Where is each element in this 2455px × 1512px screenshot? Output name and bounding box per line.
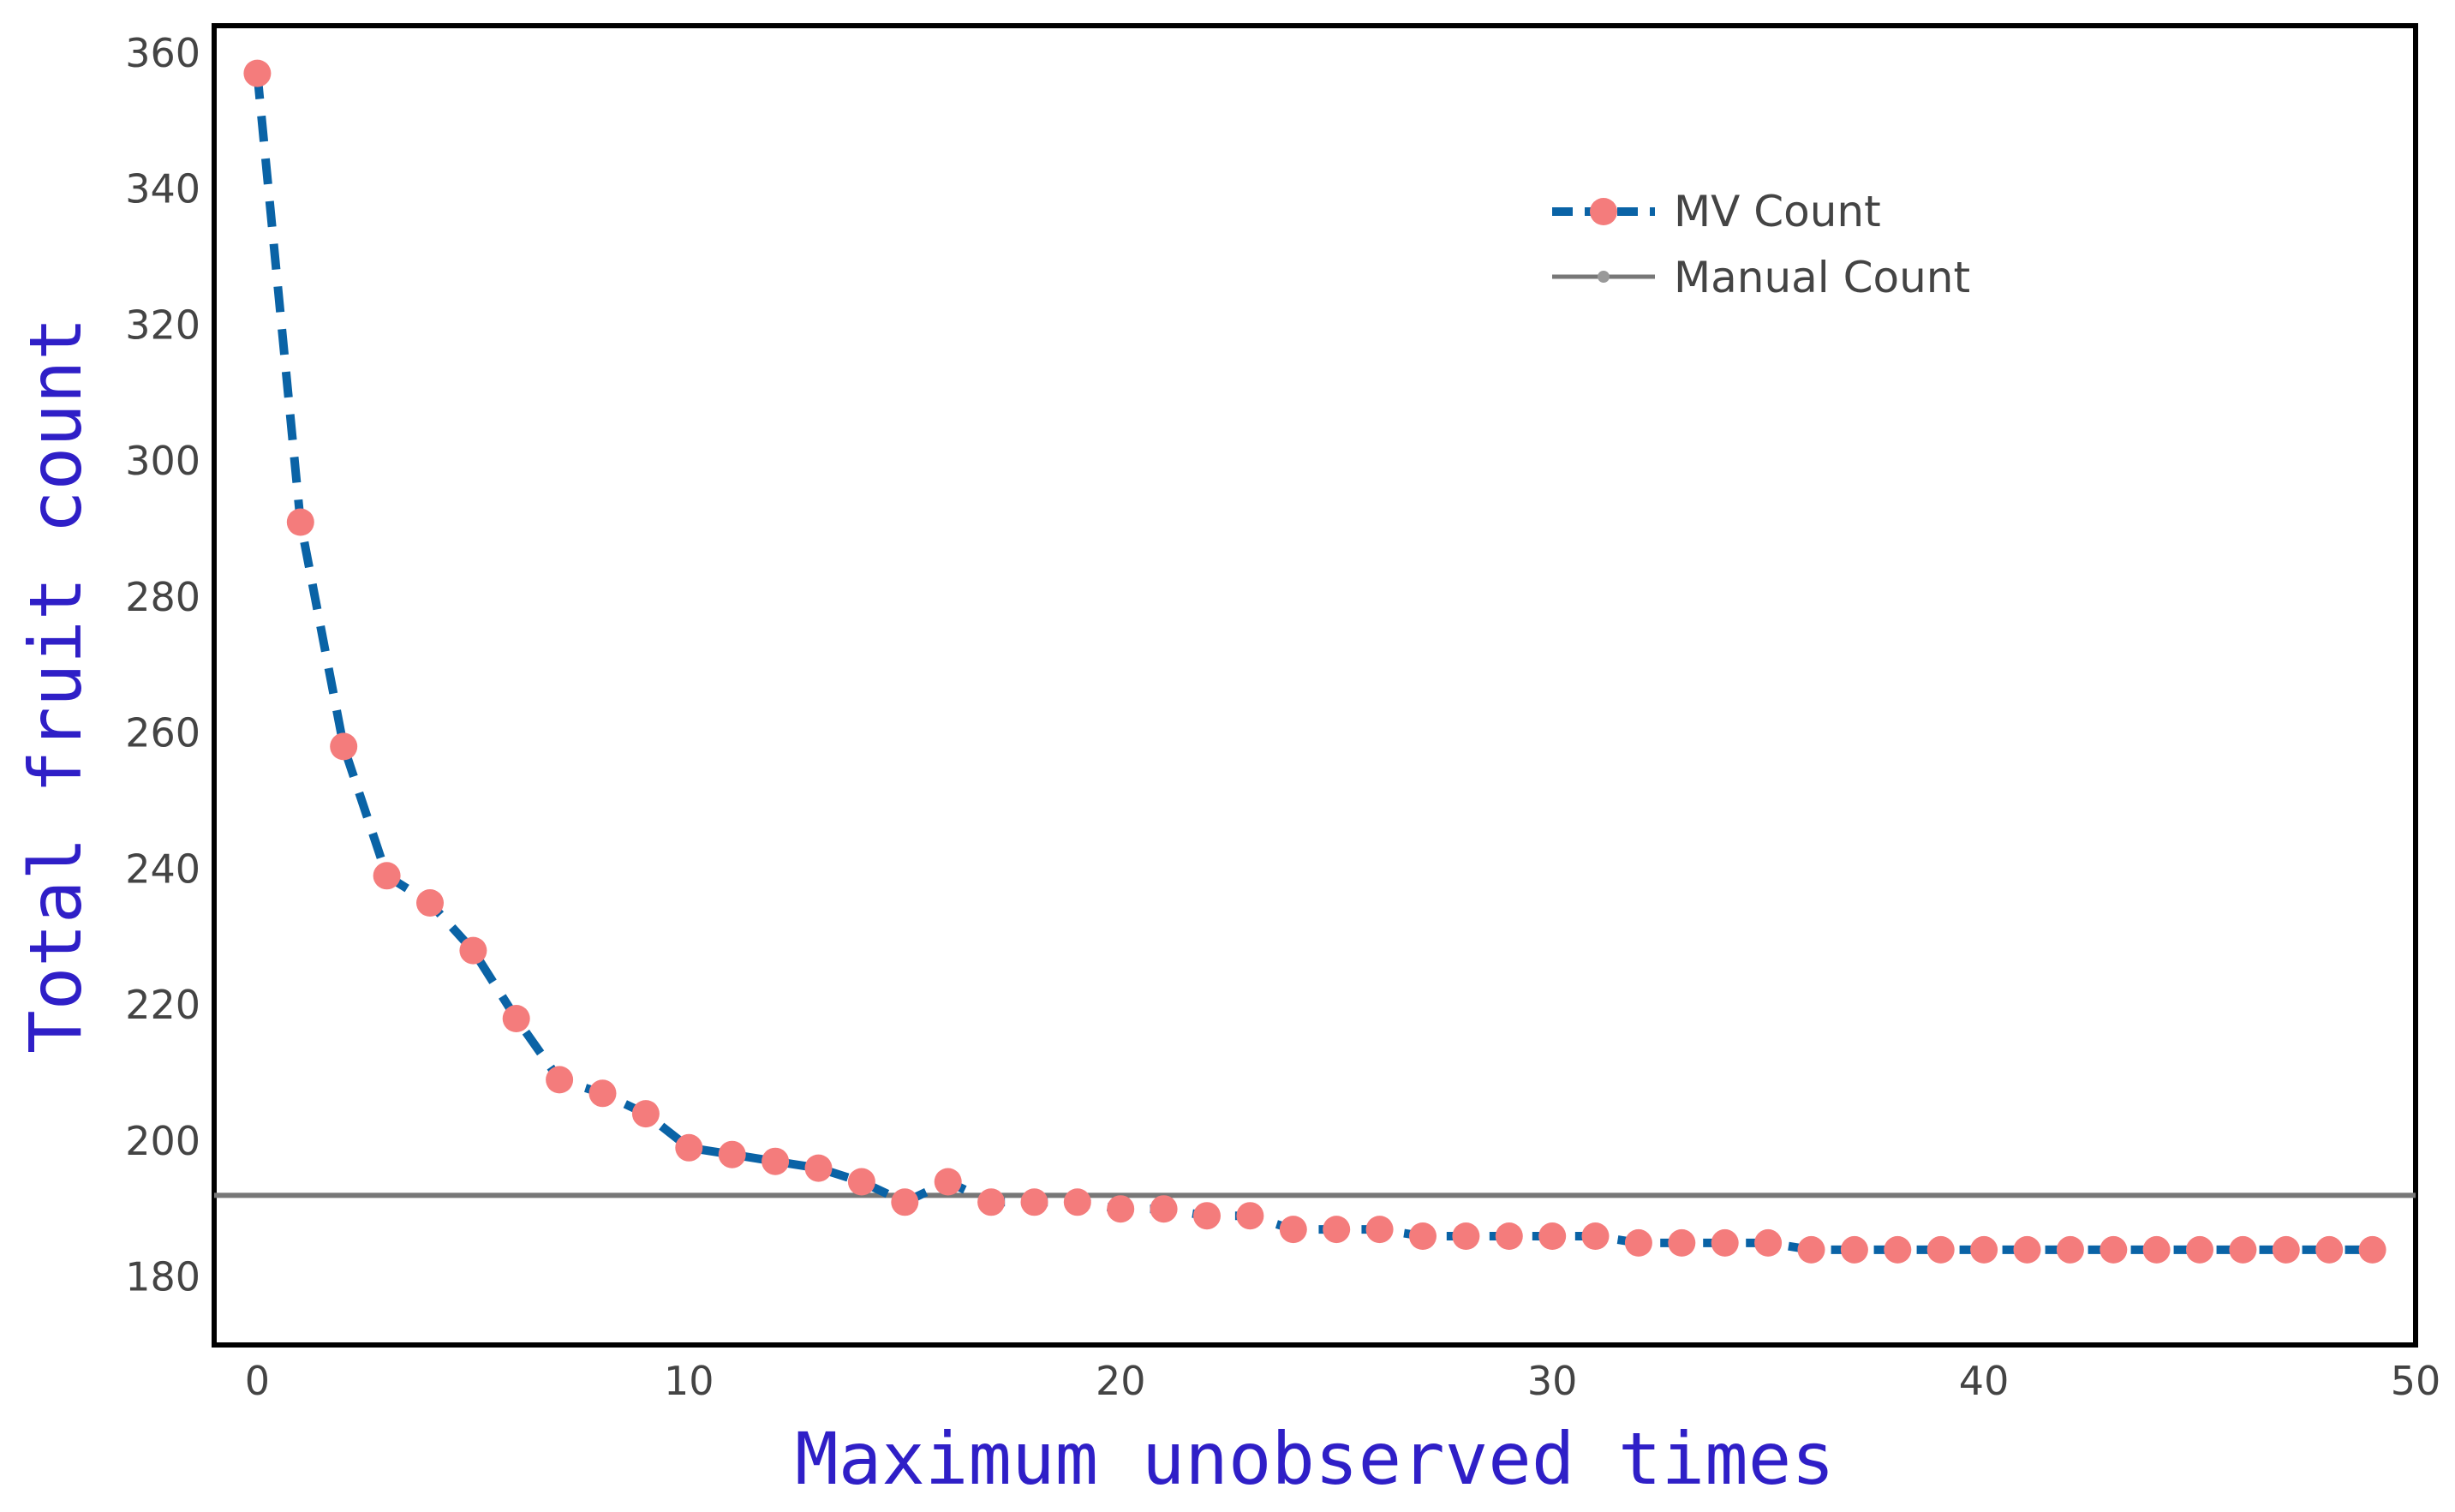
mv-count-point	[977, 1188, 1006, 1216]
mv-count-point	[286, 508, 314, 536]
y-tick-label: 300	[125, 438, 200, 484]
x-axis-title: Maximum unobserved times	[795, 1417, 1835, 1501]
y-tick-label: 280	[125, 574, 200, 620]
plot-frame	[212, 23, 2418, 1348]
x-tick-label: 50	[2391, 1358, 2441, 1404]
mv-count-point	[243, 59, 272, 87]
x-tick-label: 40	[1959, 1358, 2010, 1404]
mv-count-point	[1063, 1188, 1091, 1216]
mv-count-point	[718, 1140, 746, 1168]
mv-count-point	[1323, 1216, 1351, 1244]
legend-manual-label: Manual Count	[1674, 253, 1970, 302]
mv-count-point	[1926, 1235, 1955, 1264]
y-tick-label: 260	[125, 710, 200, 756]
mv-count-point	[2142, 1235, 2171, 1264]
mv-count-point	[1970, 1235, 1998, 1264]
x-tick-label: 10	[664, 1358, 714, 1404]
mv-count-point	[1581, 1222, 1610, 1250]
mv-count-point	[2229, 1235, 2257, 1264]
y-axis-ticks: 180 200 220 240 260 280 300 320 340 360	[125, 30, 200, 1300]
legend-manual-marker-icon	[1598, 271, 1610, 283]
mv-count-point	[1538, 1222, 1567, 1250]
mv-count-point	[1150, 1195, 1178, 1223]
mv-count-point	[416, 889, 444, 917]
mv-count-point	[1840, 1235, 1868, 1264]
mv-count-point	[1624, 1228, 1652, 1257]
mv-count-point	[1279, 1216, 1307, 1244]
mv-count-point	[2358, 1235, 2386, 1264]
mv-count-point	[804, 1154, 833, 1182]
y-tick-label: 240	[125, 846, 200, 892]
mv-count-point	[2100, 1235, 2128, 1264]
x-axis-ticks: 0 10 20 30 40 50	[245, 1358, 2441, 1404]
y-tick-label: 360	[125, 30, 200, 76]
x-tick-label: 30	[1527, 1358, 1578, 1404]
mv-count-point	[1797, 1235, 1825, 1264]
mv-count-point	[1452, 1222, 1480, 1250]
mv-count-point	[2013, 1235, 2041, 1264]
mv-count-point	[1495, 1222, 1523, 1250]
y-axis-title: Total fruit count	[14, 317, 98, 1054]
y-tick-label: 200	[125, 1118, 200, 1164]
mv-count-point	[373, 862, 401, 890]
mv-count-point	[2186, 1235, 2213, 1264]
mv-count-point	[1754, 1228, 1783, 1257]
mv-count-point	[1409, 1222, 1437, 1250]
mv-count-point	[1884, 1235, 1912, 1264]
mv-count-point	[675, 1133, 703, 1162]
mv-count-point	[459, 936, 487, 965]
mv-count-point	[2315, 1235, 2344, 1264]
mv-count-point	[2056, 1235, 2084, 1264]
y-tick-label: 320	[125, 302, 200, 348]
mv-count-point	[631, 1100, 660, 1128]
y-tick-label: 220	[125, 982, 200, 1028]
mv-count-point	[1193, 1202, 1221, 1230]
mv-count-point	[1365, 1216, 1394, 1244]
mv-count-point	[1668, 1228, 1696, 1257]
mv-count-point	[502, 1005, 530, 1032]
legend: MV Count Manual Count	[1552, 187, 1970, 302]
mv-count-point	[847, 1168, 875, 1196]
mv-count-point	[2272, 1235, 2300, 1264]
mv-count-point	[546, 1066, 574, 1094]
x-tick-label: 0	[245, 1358, 270, 1404]
mv-count-point	[1107, 1195, 1135, 1223]
mv-count-point	[1711, 1228, 1739, 1257]
legend-mv-label: MV Count	[1674, 187, 1881, 236]
y-tick-label: 340	[125, 166, 200, 212]
mv-count-point	[1236, 1202, 1264, 1230]
mv-count-point	[934, 1168, 962, 1196]
mv-count-point	[588, 1079, 617, 1108]
y-tick-label: 180	[125, 1254, 200, 1300]
legend-mv-marker-icon	[1590, 198, 1617, 225]
x-tick-label: 20	[1096, 1358, 1146, 1404]
mv-count-point	[1020, 1188, 1048, 1216]
mv-count-point	[762, 1147, 790, 1175]
mv-count-point	[891, 1188, 919, 1216]
mv-count-markers	[243, 59, 2386, 1264]
mv-count-point	[330, 732, 358, 761]
